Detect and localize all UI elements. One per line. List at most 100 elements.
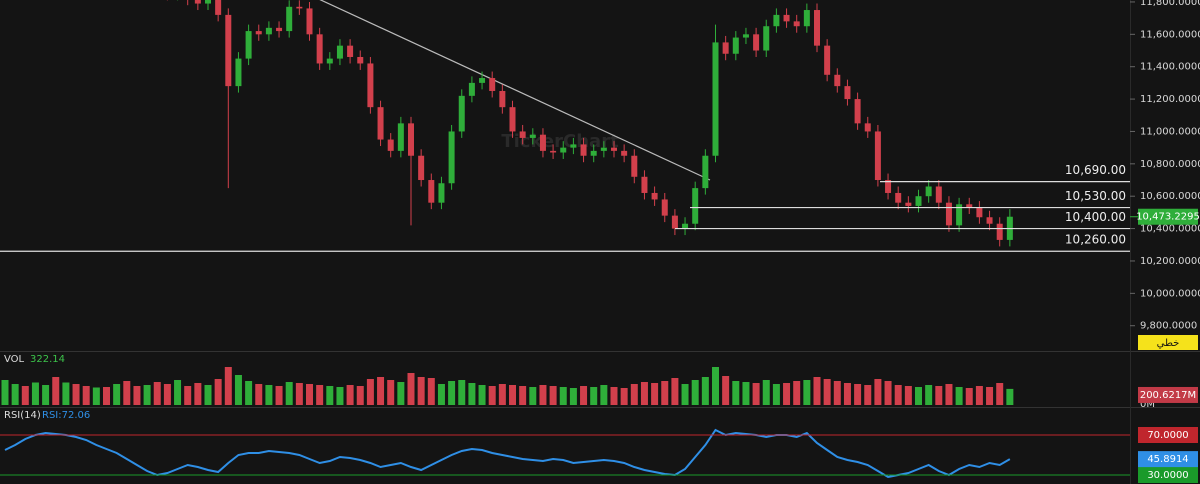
level-label: 10,690.00: [1065, 163, 1126, 177]
y-tick-label: 11,000.0000: [1140, 126, 1200, 137]
volume-bar: [874, 379, 882, 405]
candle-body: [225, 14, 232, 87]
candle-body: [712, 42, 719, 156]
volume-bar: [285, 382, 293, 405]
volume-bar: [275, 386, 283, 405]
volume-bar: [722, 376, 730, 405]
candle-body: [651, 192, 658, 200]
volume-bar: [52, 377, 60, 405]
volume-bar: [600, 385, 608, 405]
volume-badge-label: 200.6217M: [1140, 390, 1196, 401]
volume-bar: [194, 383, 202, 405]
candle-body: [336, 45, 343, 59]
candle-body: [824, 45, 831, 75]
candle-body: [844, 86, 851, 100]
volume-bar: [113, 384, 121, 405]
candle-body: [326, 58, 333, 64]
candle-body: [205, 0, 211, 4]
volume-bar: [488, 386, 496, 405]
volume-bar: [234, 375, 242, 405]
volume-bar: [559, 387, 567, 405]
volume-bar: [214, 379, 222, 405]
volume-badge: [1138, 386, 1198, 403]
candle-body: [316, 34, 323, 64]
candle-body: [428, 180, 435, 203]
candle-body: [732, 37, 739, 54]
candle-body: [783, 14, 790, 22]
volume-bar: [1006, 388, 1014, 405]
candle-body: [479, 78, 486, 83]
volume-bar: [945, 384, 953, 405]
rsi-level-badge-label: 30.0000: [1147, 470, 1188, 481]
rsi-level-badge: [1138, 427, 1198, 443]
volume-bar: [925, 385, 933, 405]
candle-body: [296, 6, 303, 9]
volume-bar: [82, 386, 90, 405]
volume-bar: [387, 380, 395, 405]
candle-body: [560, 147, 567, 153]
volume-bar: [610, 387, 618, 405]
volume-bar: [92, 387, 100, 405]
volume-bar: [133, 386, 141, 405]
candle-body: [854, 99, 861, 124]
candle-body: [895, 192, 902, 203]
candle-body: [864, 123, 871, 132]
rsi-level-badge: [1138, 467, 1198, 483]
candle-body: [489, 78, 496, 91]
candle-body: [377, 107, 384, 140]
volume-bar: [377, 377, 385, 405]
volume-bar: [681, 384, 689, 405]
volume-bar: [965, 388, 973, 405]
candle-body: [702, 155, 709, 189]
volume-bar: [448, 381, 456, 405]
candle-body: [641, 176, 648, 193]
candle-body: [814, 10, 820, 46]
candle-body: [996, 223, 1003, 240]
y-tick-label: 11,200.0000: [1140, 94, 1200, 105]
volume-bar: [833, 381, 841, 405]
volume-bar: [732, 381, 740, 405]
volume-bar: [996, 383, 1004, 405]
candle-body: [570, 144, 577, 148]
volume-bar: [478, 385, 486, 405]
candle-body: [874, 131, 881, 181]
volume-bar: [174, 380, 182, 405]
style-button-label[interactable]: خطي: [1157, 338, 1180, 349]
candle-body: [621, 150, 628, 156]
volume-bar: [346, 385, 354, 405]
candle-body: [986, 217, 993, 224]
volume-bar: [854, 384, 862, 405]
rsi-last-badge: [1138, 451, 1198, 468]
candle-body: [671, 215, 678, 229]
candle-body: [347, 45, 354, 57]
candle-body: [793, 21, 800, 27]
candle-body: [367, 63, 374, 108]
volume-bar: [336, 387, 344, 405]
style-button[interactable]: [1138, 335, 1198, 350]
candle-body: [935, 186, 942, 203]
candle-body: [265, 27, 272, 35]
y-tick-label: 10,200.0000: [1140, 256, 1200, 267]
candle-body: [276, 27, 283, 32]
volume-bar: [762, 380, 770, 405]
volume-bar: [204, 385, 212, 405]
volume-bar: [407, 373, 415, 405]
volume-bar: [265, 385, 273, 405]
trend-line: [319, 0, 711, 181]
candle-body: [448, 131, 455, 184]
candle-body: [905, 202, 912, 206]
candle-body: [408, 123, 414, 156]
volume-bar: [366, 379, 374, 405]
volume-bar: [549, 386, 557, 405]
candle-body: [966, 204, 973, 208]
candle-body: [397, 123, 404, 151]
volume-bar: [245, 381, 253, 405]
last-price-badge: [1138, 208, 1198, 225]
volume-bar: [427, 378, 435, 405]
candle-body: [742, 34, 749, 38]
volume-bar: [123, 381, 131, 405]
volume-bar: [31, 382, 39, 405]
candle-body: [438, 183, 445, 203]
candle-body: [418, 155, 425, 181]
volume-bar: [742, 382, 750, 405]
